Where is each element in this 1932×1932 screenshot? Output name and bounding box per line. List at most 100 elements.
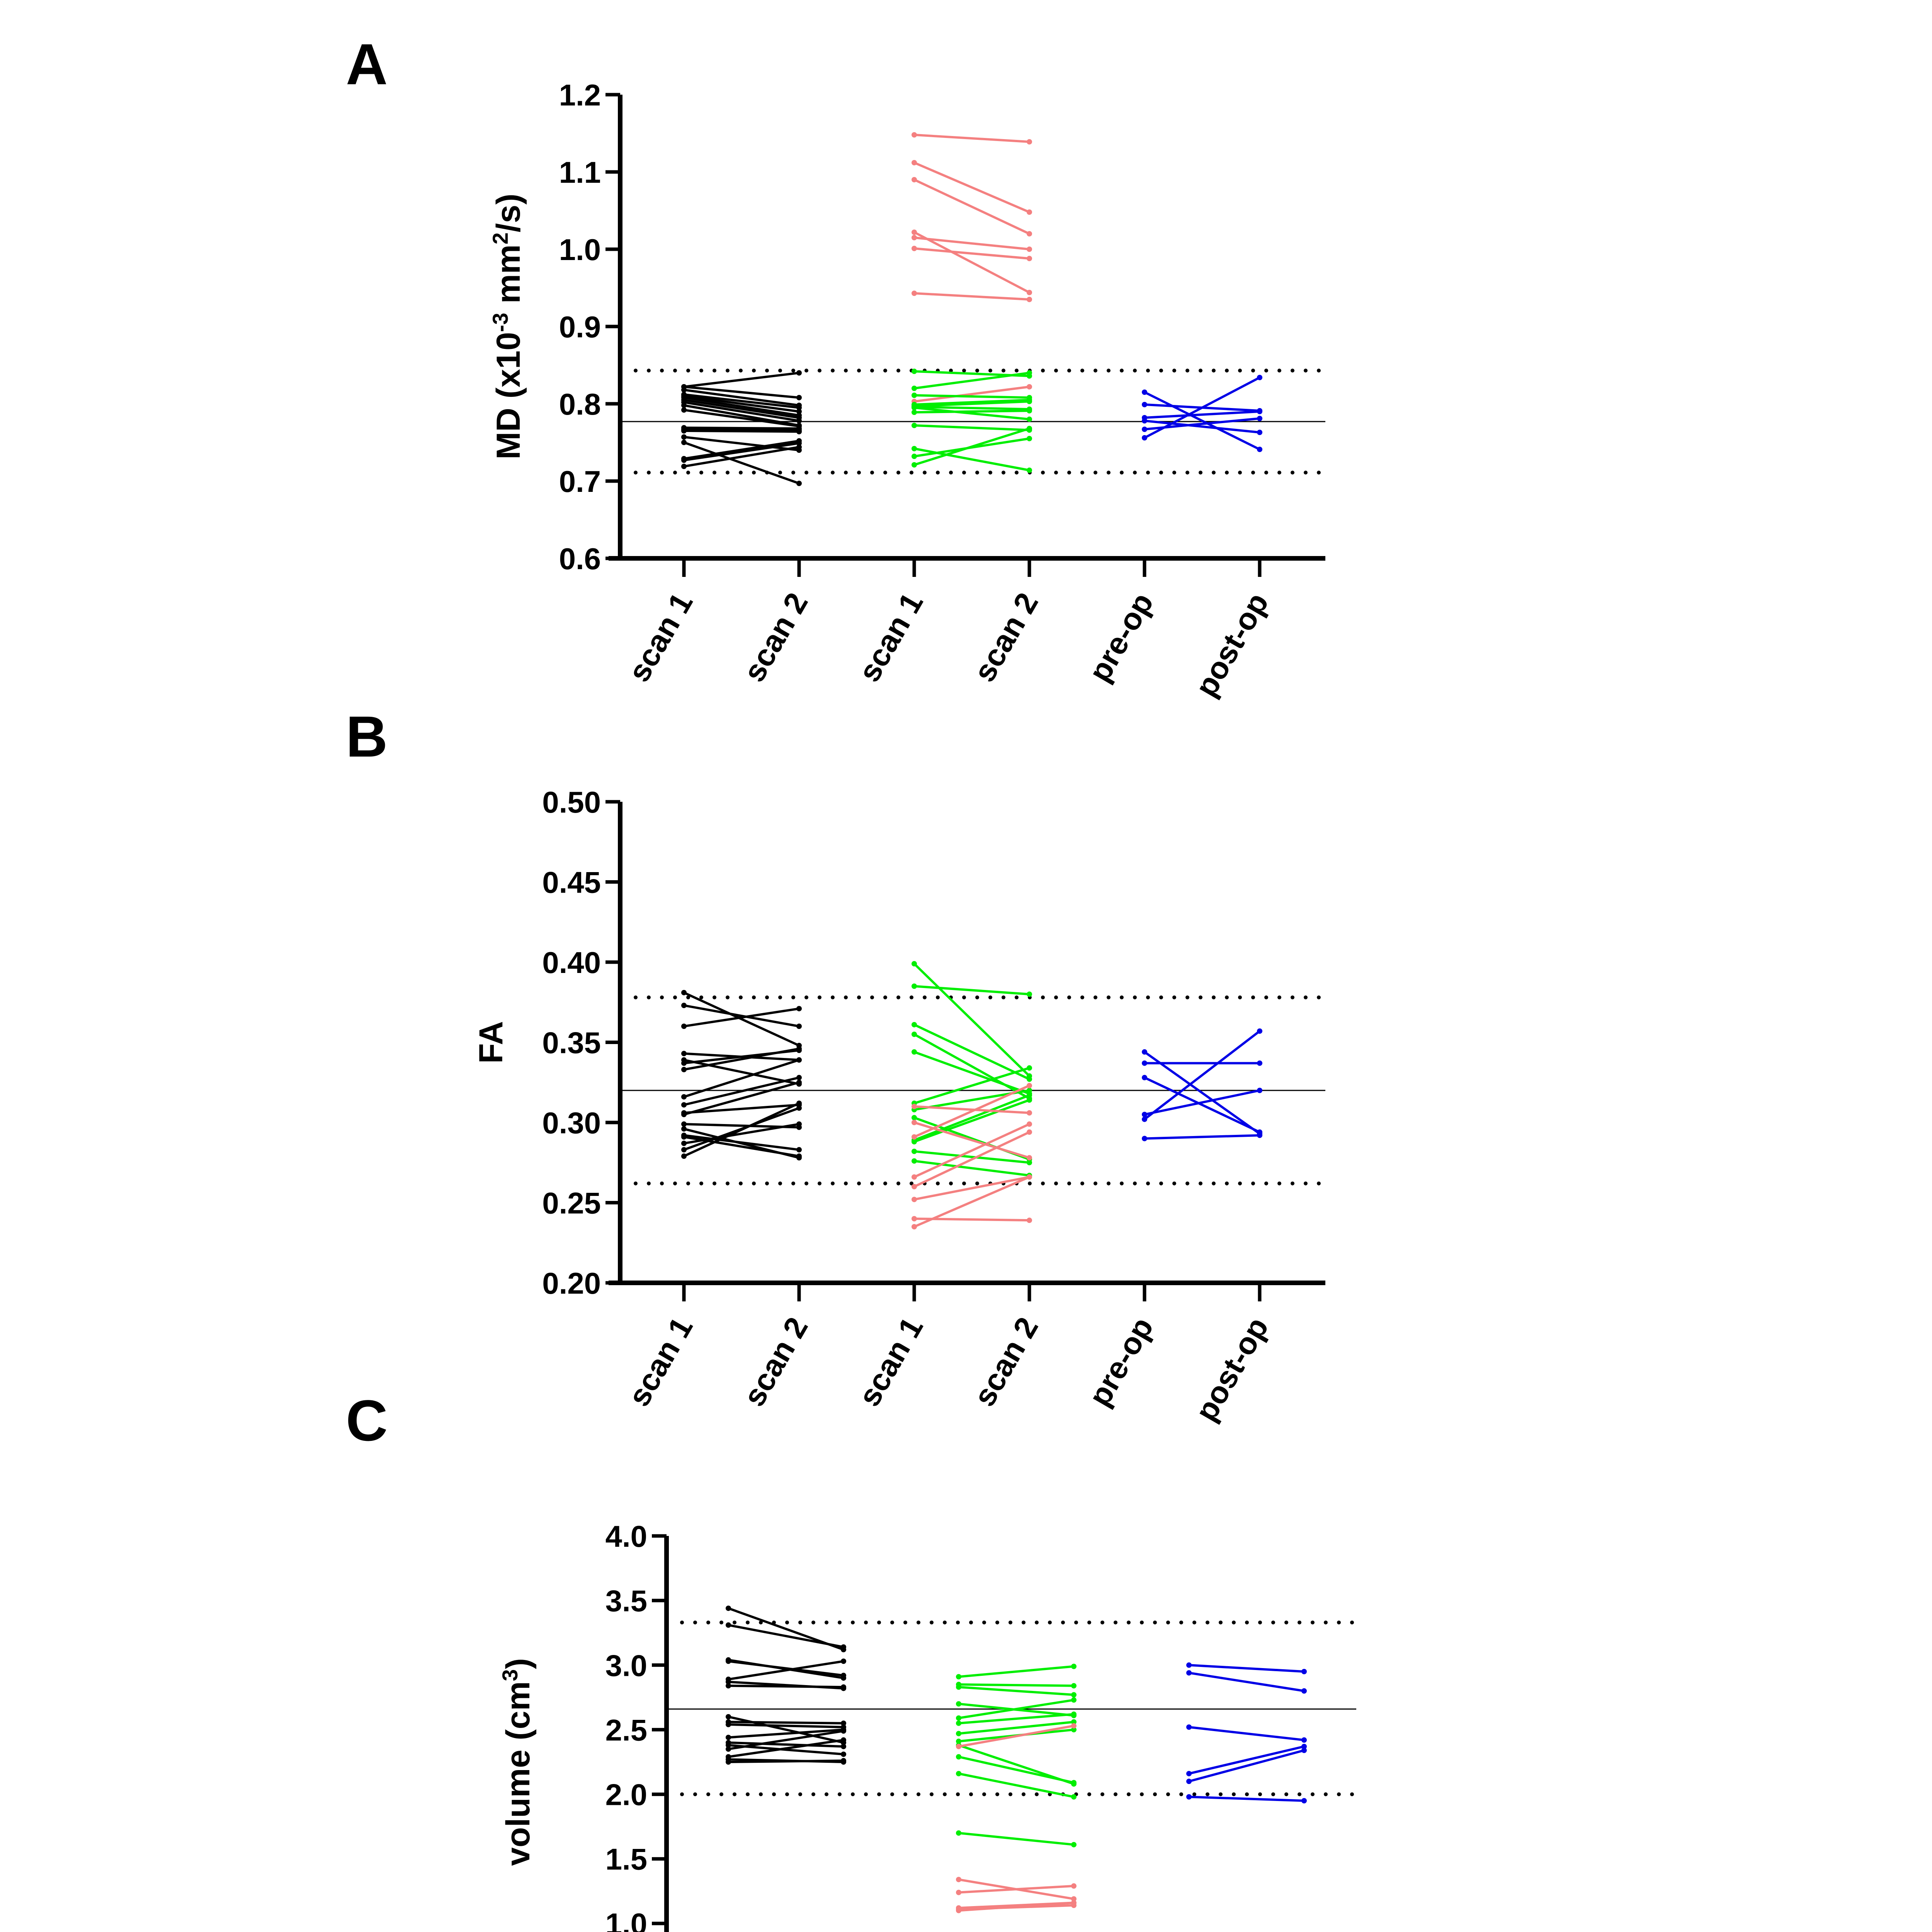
subject-line (1189, 1664, 1304, 1673)
data-point (912, 1115, 917, 1121)
data-point (912, 1148, 917, 1154)
data-point (796, 409, 802, 414)
data-point (956, 1889, 961, 1895)
data-point (841, 1644, 846, 1650)
data-point (841, 1658, 846, 1664)
subject-line (958, 1686, 1074, 1696)
data-point (1071, 1711, 1077, 1717)
subject-line (914, 1176, 1030, 1201)
subject-line (914, 406, 1030, 410)
data-point (796, 1153, 802, 1159)
data-point (726, 1759, 731, 1765)
data-point (1301, 1743, 1307, 1749)
data-point (1027, 1155, 1032, 1161)
data-point (912, 246, 917, 251)
subject-line (1144, 1030, 1260, 1121)
data-point (912, 462, 917, 468)
subject-line (913, 1099, 1030, 1143)
data-point (1027, 1097, 1032, 1103)
y-tick-label: 0.9 (559, 310, 601, 344)
subject-line (684, 1059, 799, 1085)
data-point (1027, 1088, 1032, 1093)
subject-line (914, 400, 1030, 407)
y-tick-label: 2.5 (605, 1713, 647, 1747)
data-point (956, 1684, 961, 1690)
subject-line (913, 179, 1030, 235)
subject-line (1144, 1134, 1260, 1140)
series-contralateral-surgical-tle- (1142, 1028, 1262, 1141)
data-point (1071, 1883, 1077, 1889)
data-point (796, 1046, 802, 1052)
subject-line (958, 1832, 1074, 1846)
data-point (681, 990, 687, 995)
data-point (1257, 409, 1262, 414)
data-point (796, 429, 802, 434)
data-point (912, 1139, 917, 1145)
y-tick-label: 1.2 (559, 78, 601, 112)
subject-line (914, 985, 1030, 995)
subject-line (913, 162, 1030, 213)
subject-line (684, 393, 799, 409)
data-point (912, 1224, 917, 1230)
data-point (912, 1022, 917, 1027)
data-point (726, 1683, 731, 1689)
subject-line (684, 404, 799, 427)
data-point (956, 1771, 961, 1777)
panel-letter-b: B (346, 704, 388, 769)
data-point (956, 1743, 961, 1749)
y-tick-label: 3.0 (605, 1648, 647, 1682)
subject-line (914, 424, 1030, 431)
subject-line (684, 372, 799, 388)
subject-line (914, 236, 1030, 250)
data-point (796, 481, 802, 486)
data-point (1142, 1075, 1147, 1080)
data-point (1142, 1136, 1147, 1141)
data-point (912, 1184, 917, 1189)
subject-line (684, 440, 799, 460)
data-point (1186, 1779, 1192, 1784)
data-point (1027, 231, 1032, 236)
data-point (1027, 436, 1032, 441)
data-point (681, 1060, 687, 1066)
data-point (1301, 1798, 1307, 1804)
data-point (956, 1674, 961, 1680)
subject-line (1189, 1672, 1304, 1692)
data-point (1142, 1112, 1147, 1117)
data-point (1027, 1110, 1032, 1116)
data-point (796, 1006, 802, 1012)
data-point (796, 1105, 802, 1111)
subject-line (683, 992, 800, 1047)
series-non-hs (912, 369, 1032, 473)
data-point (1257, 416, 1262, 421)
data-point (1071, 1723, 1077, 1729)
data-point (726, 1605, 731, 1611)
data-point (681, 464, 687, 469)
subject-line (1144, 1089, 1260, 1116)
data-point (681, 1134, 687, 1140)
subject-line (684, 1081, 799, 1116)
data-point (1071, 1900, 1077, 1906)
data-point (956, 1701, 961, 1707)
subject-line (728, 1684, 844, 1689)
data-point (1027, 370, 1032, 376)
subject-line (914, 399, 1030, 406)
data-point (681, 403, 687, 408)
data-point (1257, 447, 1262, 452)
data-point (956, 1738, 961, 1744)
data-point (912, 160, 917, 165)
subject-line (684, 446, 799, 468)
subject-line (1144, 420, 1260, 434)
data-point (1186, 1794, 1192, 1800)
y-tick-label: 4.0 (605, 1519, 647, 1553)
data-point (956, 1754, 961, 1760)
data-point (796, 1075, 802, 1080)
data-point (796, 370, 802, 376)
data-point (681, 440, 687, 445)
data-point (912, 1120, 917, 1125)
data-point (796, 1080, 802, 1085)
data-point (681, 1003, 687, 1009)
subject-line (914, 372, 1030, 389)
subject-line (728, 1624, 844, 1648)
subject-line (958, 1699, 1074, 1719)
